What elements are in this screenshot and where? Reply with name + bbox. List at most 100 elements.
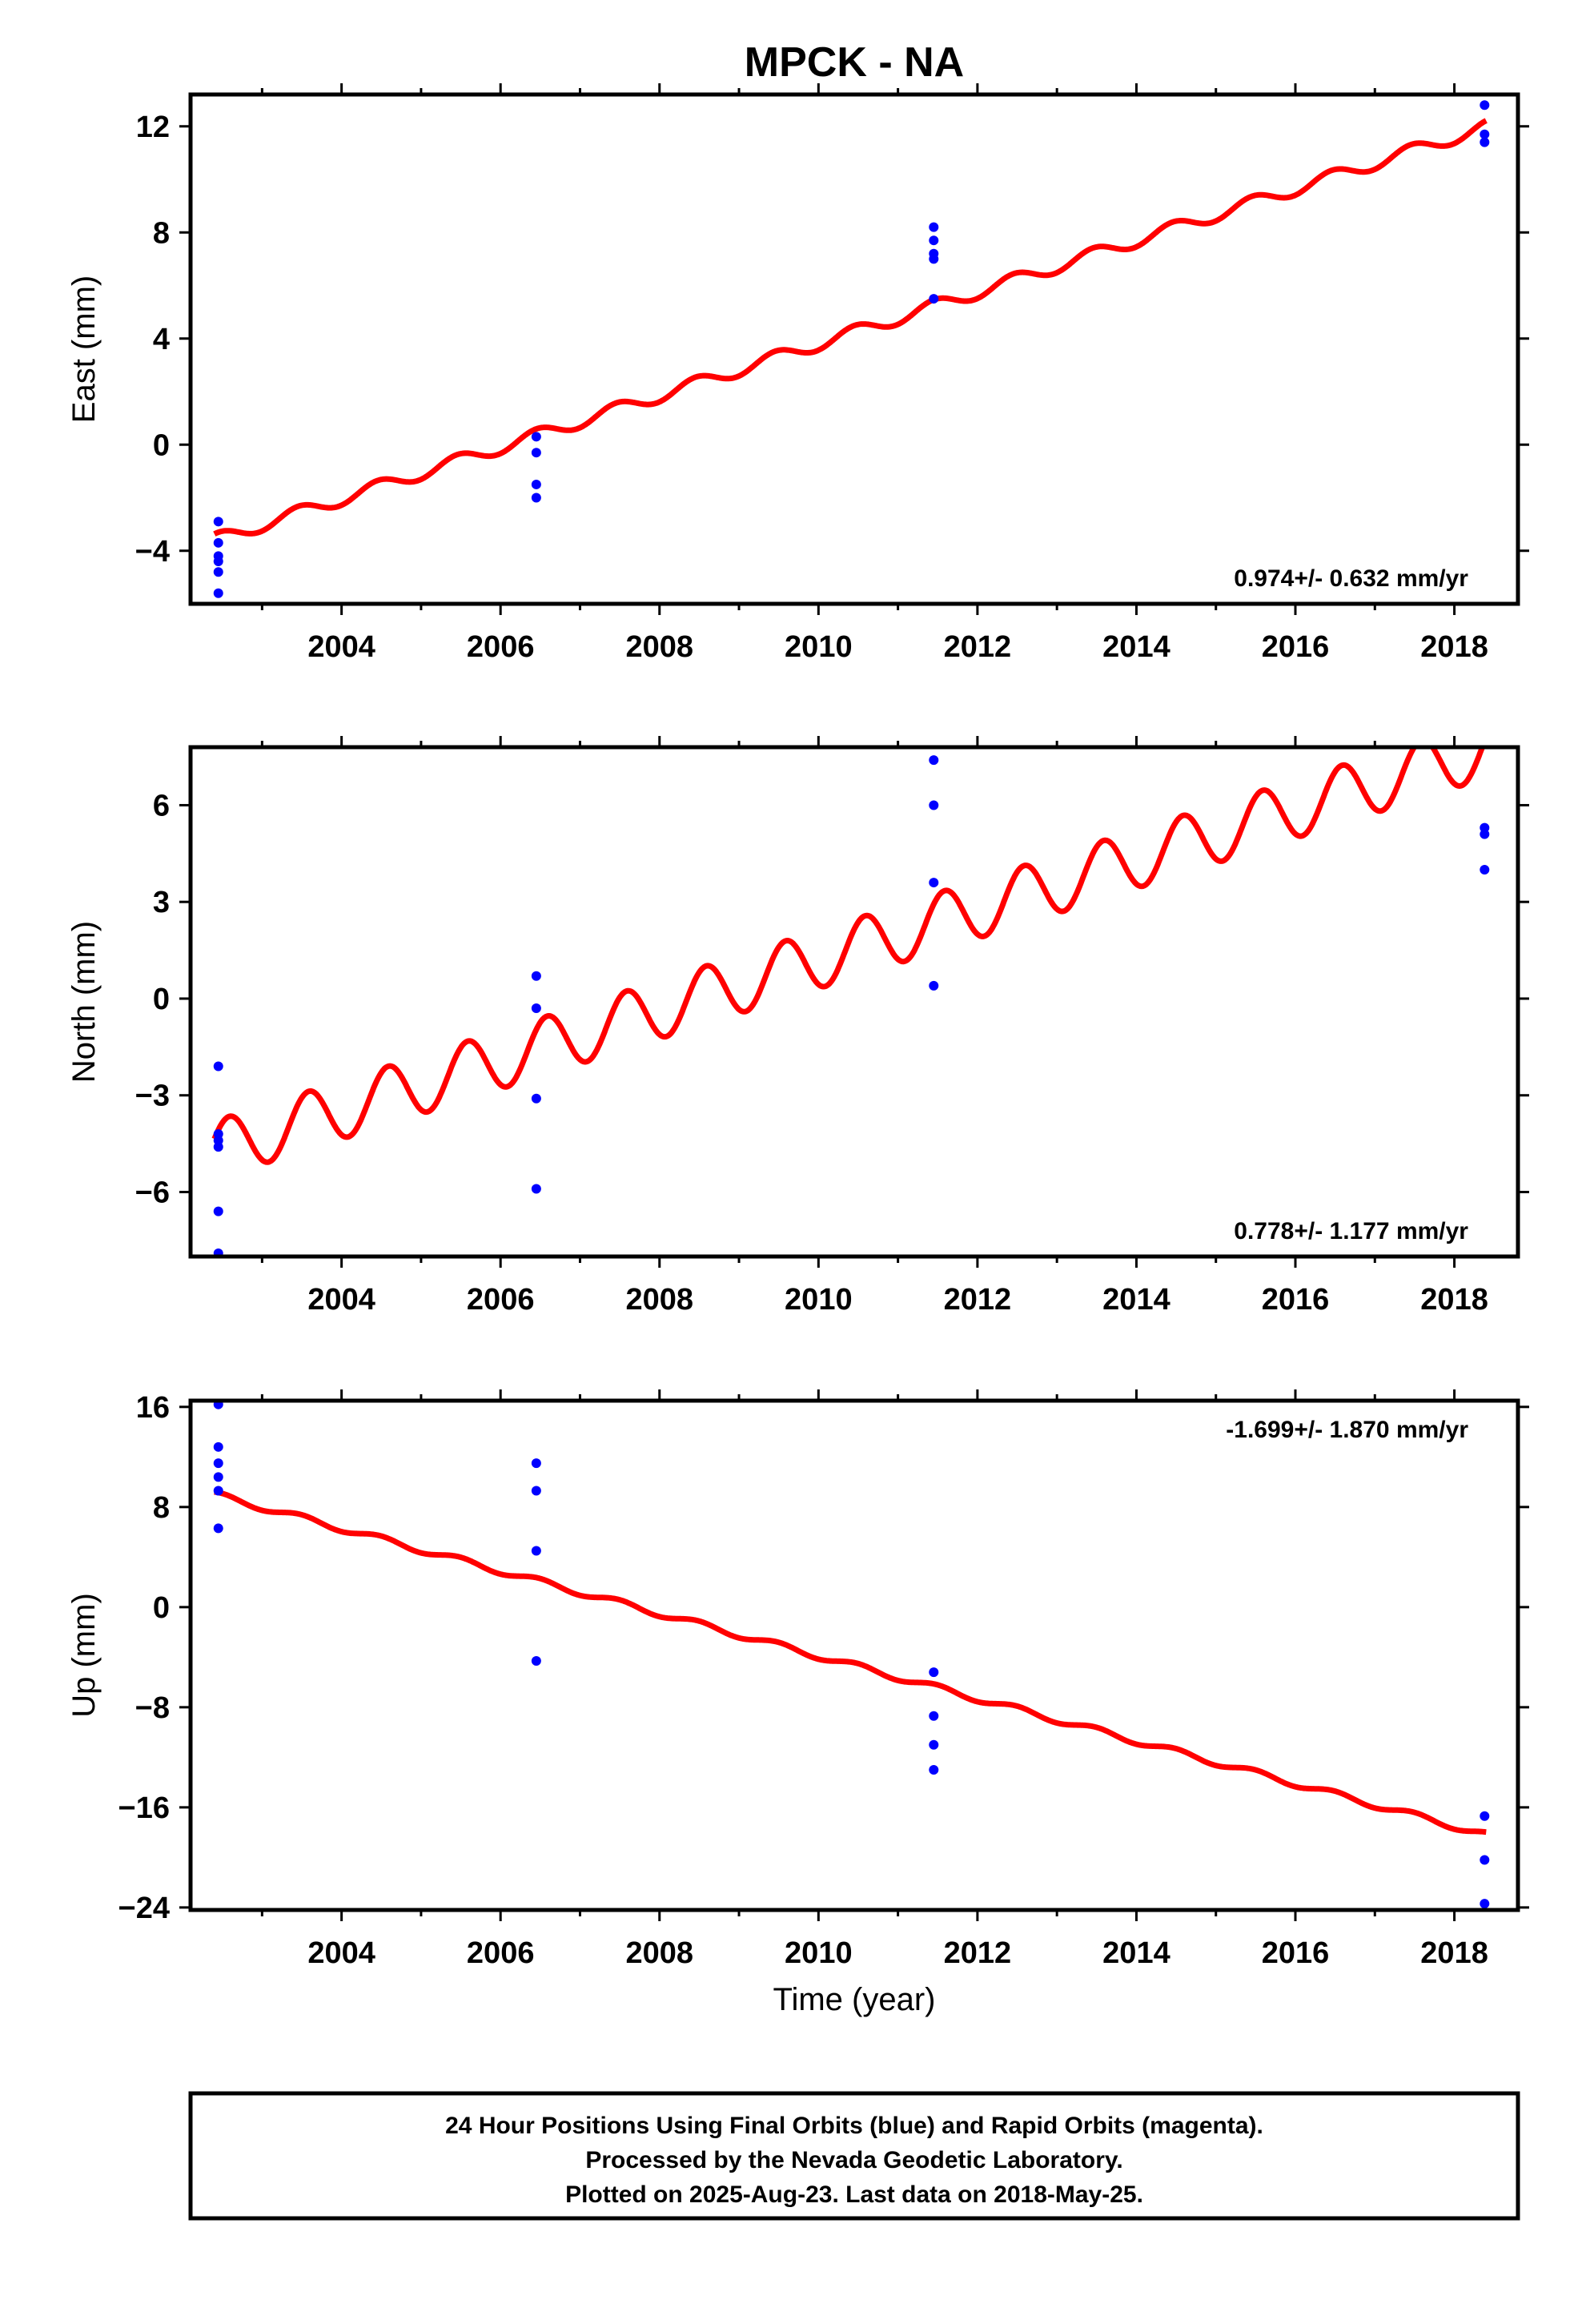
data-point [213, 557, 223, 566]
x-tick-label: 2010 [785, 1936, 853, 1970]
y-axis-label: East (mm) [66, 275, 102, 423]
data-point [531, 1003, 541, 1014]
x-tick-label: 2014 [1102, 1283, 1170, 1317]
y-axis-label: Up (mm) [66, 1593, 102, 1718]
data-point [213, 588, 223, 598]
x-tick-label: 2004 [307, 1936, 375, 1970]
y-tick-label: 8 [153, 1491, 170, 1525]
x-tick-label: 2016 [1262, 1283, 1330, 1317]
data-point [213, 1061, 223, 1072]
data-point [531, 1546, 541, 1556]
data-point [929, 1764, 939, 1775]
panel-1: −4 0 4 8 12 2004 2006 2008 2010 2012 2014 2016 2018 E… [66, 83, 1529, 664]
y-axis-label: North (mm) [66, 921, 102, 1083]
x-tick-label: 2008 [625, 1936, 693, 1970]
data-point [1480, 129, 1490, 139]
y-tick-label: −6 [135, 1176, 170, 1209]
x-tick-label: 2016 [1262, 630, 1330, 664]
x-tick-label: 2012 [944, 1936, 1012, 1970]
x-tick-label: 2010 [785, 630, 853, 664]
y-tick-label: 12 [136, 111, 170, 144]
data-point [213, 1248, 223, 1256]
data-point [1480, 100, 1490, 111]
data-point [929, 1667, 939, 1678]
data-point [1480, 864, 1490, 875]
data-point [531, 493, 541, 503]
panel-2: −6 −3 0 3 6 2004 2006 2008 2010 2012 2014 2016 2018 N… [66, 736, 1529, 1317]
data-point [213, 1523, 223, 1534]
y-tick-label: 6 [153, 789, 170, 822]
y-tick-label: 0 [153, 983, 170, 1016]
data-point [531, 1184, 541, 1194]
velocity-label: 0.778+/- 1.177 mm/yr [1234, 1218, 1468, 1244]
data-point [213, 517, 223, 527]
data-point [929, 235, 939, 246]
data-point [531, 479, 541, 489]
y-tick-label: 8 [153, 216, 170, 250]
data-point [929, 980, 939, 991]
data-point [213, 1142, 223, 1152]
panel-3: −24 −16 −8 0 8 16 2004 2006 2008 2010 2012 2014 2016… [66, 1389, 1529, 1970]
plot-frame [188, 745, 1520, 1259]
velocity-label: -1.699+/- 1.870 mm/yr [1226, 1417, 1468, 1443]
figure-title: MPCK - NA [745, 39, 964, 86]
y-tick-label: −4 [135, 535, 170, 569]
data-point [1480, 1855, 1490, 1865]
x-tick-label: 2018 [1420, 1283, 1488, 1317]
x-tick-label: 2012 [944, 630, 1012, 664]
x-tick-label: 2018 [1420, 630, 1488, 664]
x-tick-label: 2016 [1262, 1936, 1330, 1970]
data-point [213, 567, 223, 577]
data-point [929, 254, 939, 264]
x-tick-label: 2014 [1102, 630, 1170, 664]
footer-box [188, 2091, 1520, 2221]
data-point [531, 432, 541, 442]
x-tick-label: 2018 [1420, 1936, 1488, 1970]
y-tick-label: −8 [135, 1691, 170, 1725]
data-point [531, 1656, 541, 1667]
x-tick-label: 2004 [307, 630, 375, 664]
data-point [213, 1486, 223, 1496]
data-point [213, 1441, 223, 1452]
data-point [1480, 137, 1490, 147]
x-tick-label: 2006 [467, 630, 535, 664]
data-point [929, 1739, 939, 1750]
footer-line-2: Processed by the Nevada Geodetic Laborat… [585, 2147, 1122, 2173]
data-point [213, 1206, 223, 1216]
data-point [929, 222, 939, 232]
y-tick-label: 3 [153, 886, 170, 919]
y-tick-label: 16 [136, 1391, 170, 1425]
footer-line-1: 24 Hour Positions Using Final Orbits (bl… [445, 2113, 1263, 2139]
data-point [213, 537, 223, 548]
data-point [213, 1401, 223, 1409]
data-point [531, 971, 541, 981]
x-tick-label: 2004 [307, 1283, 375, 1317]
x-tick-label: 2014 [1102, 1936, 1170, 1970]
y-tick-label: 4 [153, 323, 170, 356]
data-point [1480, 1811, 1490, 1821]
model-fit-line [211, 747, 1486, 1165]
y-tick-label: 0 [153, 428, 170, 462]
y-tick-label: −24 [118, 1892, 170, 1925]
data-point [929, 800, 939, 810]
data-point [929, 755, 939, 766]
data-point [929, 878, 939, 888]
data-point [213, 1472, 223, 1482]
data-point [531, 1093, 541, 1104]
plot-frame [188, 1398, 1520, 1912]
x-tick-label: 2006 [467, 1283, 535, 1317]
y-tick-label: 0 [153, 1591, 170, 1625]
data-point [531, 448, 541, 458]
x-tick-label: 2006 [467, 1936, 535, 1970]
data-point [531, 1486, 541, 1496]
data-point [531, 1458, 541, 1469]
x-tick-label: 2010 [785, 1283, 853, 1317]
data-point [929, 294, 939, 304]
data-point [213, 1458, 223, 1469]
x-axis-label: Time (year) [773, 1982, 936, 2017]
plot-frame [188, 92, 1520, 606]
model-fit-line [212, 1489, 1488, 1835]
velocity-label: 0.974+/- 0.632 mm/yr [1234, 565, 1468, 592]
data-point [1480, 829, 1490, 839]
